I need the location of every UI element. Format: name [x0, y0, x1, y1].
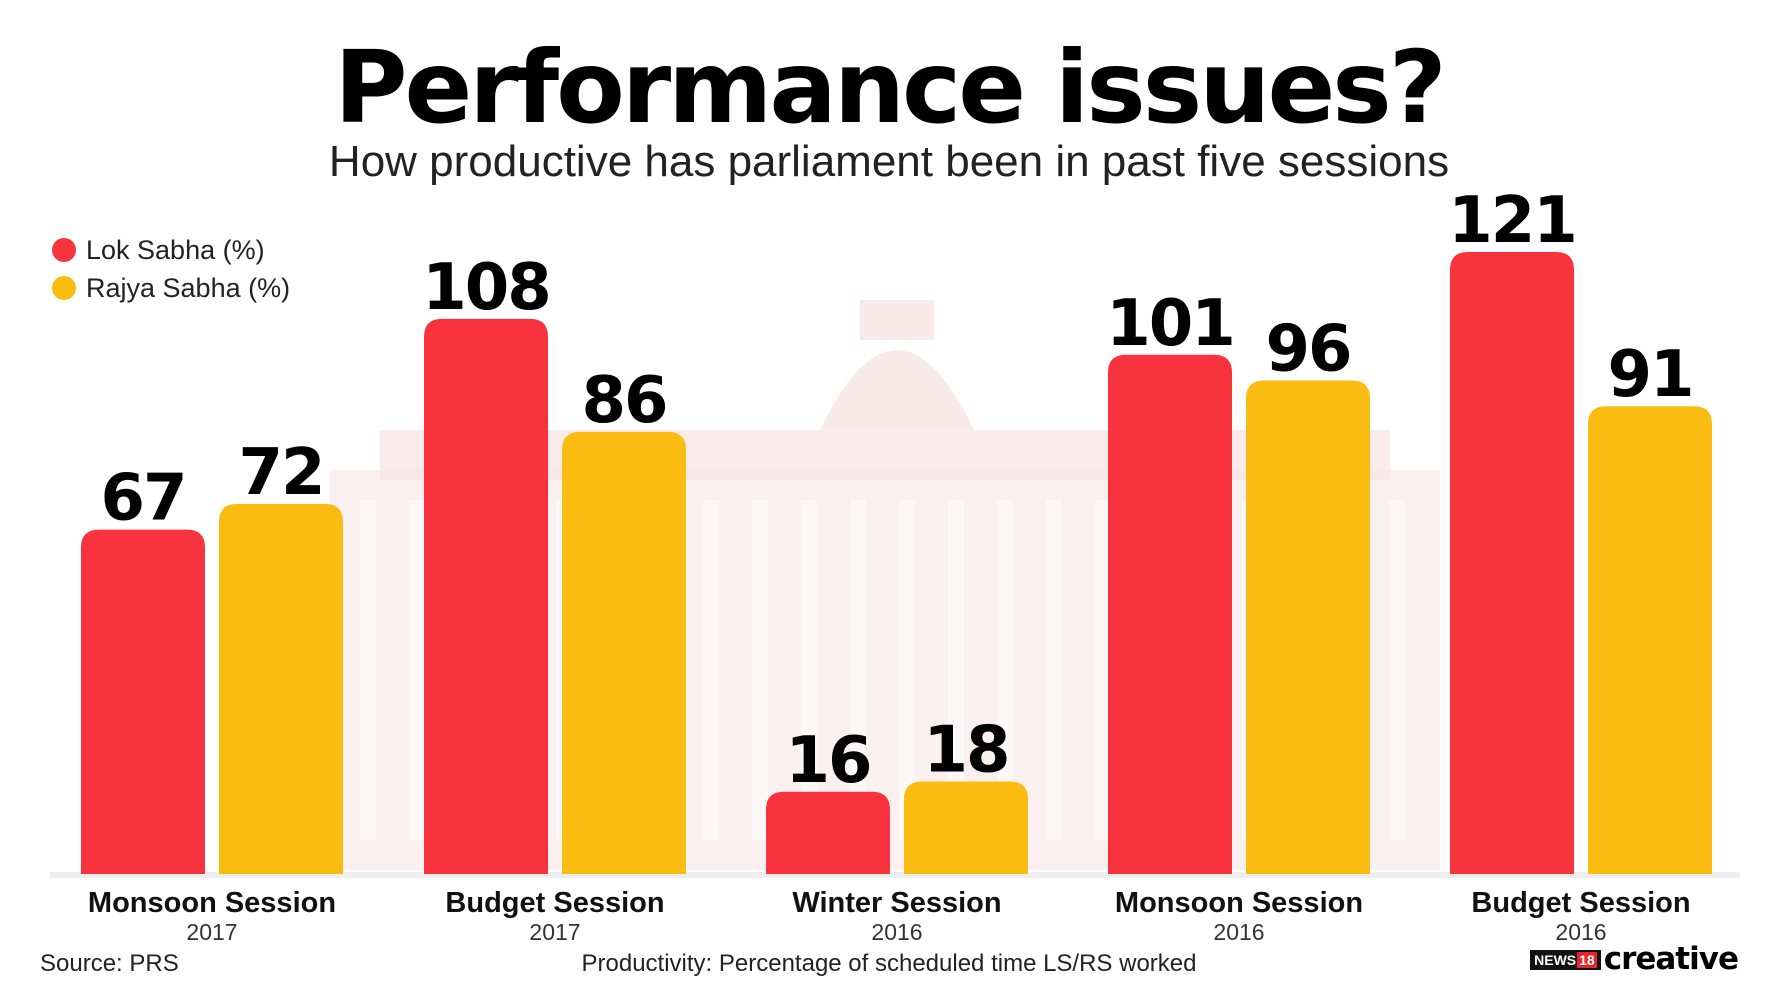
value-label-lok-sabha-4: 101 — [1106, 287, 1234, 361]
brand-badge: NEWS 18 — [1530, 949, 1601, 970]
bar-lok-sabha-3 — [766, 791, 890, 874]
bar-lok-sabha-5 — [1450, 252, 1574, 874]
bar-rajya-sabha-2 — [562, 431, 686, 874]
value-label-rajya-sabha-2: 86 — [581, 364, 666, 438]
chart-title: Performance issues? — [334, 29, 1447, 146]
bar-lok-sabha-4 — [1108, 354, 1232, 874]
source-note: Source: PRS — [40, 950, 179, 977]
value-label-rajya-sabha-4: 96 — [1265, 313, 1350, 387]
value-label-rajya-sabha-3: 18 — [923, 713, 1008, 787]
bar-rajya-sabha-5 — [1588, 406, 1712, 874]
value-labels-layer: 67 72 108 86 16 18 101 96 121 91 — [100, 184, 1694, 798]
category-year-3: 2016 — [871, 919, 922, 945]
category-label-1: Monsoon Session — [88, 887, 336, 919]
legend-swatch-lok-sabha — [52, 238, 76, 262]
bar-lok-sabha-2 — [424, 318, 548, 875]
value-label-rajya-sabha-5: 91 — [1607, 338, 1692, 412]
legend-label-rajya-sabha: Rajya Sabha (%) — [86, 272, 291, 303]
legend-label-lok-sabha: Lok Sabha (%) — [86, 234, 265, 265]
category-label-3: Winter Session — [792, 887, 1001, 919]
value-label-lok-sabha-5: 121 — [1448, 184, 1576, 258]
category-year-1: 2017 — [186, 919, 237, 945]
category-year-4: 2016 — [1213, 919, 1264, 945]
legend-item-lok-sabha: Lok Sabha (%) — [52, 232, 290, 268]
legend-item-rajya-sabha: Rajya Sabha (%) — [52, 270, 290, 306]
category-year-2: 2017 — [529, 919, 580, 945]
legend: Lok Sabha (%) Rajya Sabha (%) — [52, 232, 290, 308]
bar-rajya-sabha-1 — [219, 503, 343, 874]
legend-swatch-rajya-sabha — [52, 276, 76, 300]
brand-logo: NEWS 18 creative — [1530, 941, 1739, 977]
category-year-5: 2016 — [1555, 919, 1606, 945]
bar-rajya-sabha-4 — [1246, 380, 1370, 874]
value-label-lok-sabha-1: 67 — [100, 462, 185, 536]
chart-subtitle: How productive has parliament been in pa… — [328, 137, 1450, 186]
category-label-2: Budget Session — [445, 887, 664, 919]
bar-lok-sabha-1 — [81, 529, 205, 874]
category-label-4: Monsoon Session — [1115, 887, 1363, 919]
bar-rajya-sabha-3 — [904, 781, 1028, 874]
category-label-5: Budget Session — [1471, 887, 1690, 919]
bars-layer — [50, 252, 1740, 878]
productivity-note: Productivity: Percentage of scheduled ti… — [581, 950, 1197, 977]
value-label-lok-sabha-3: 16 — [785, 724, 870, 798]
value-label-lok-sabha-2: 108 — [422, 251, 550, 325]
value-label-rajya-sabha-1: 72 — [238, 436, 323, 510]
brand-word: creative — [1603, 941, 1739, 977]
